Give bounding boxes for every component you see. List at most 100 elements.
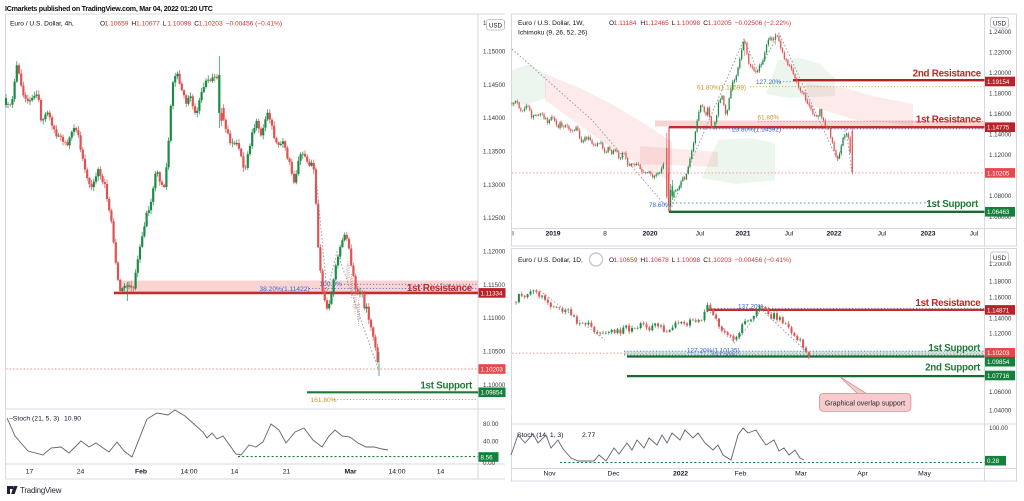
svg-text:1.10203: 1.10203 (987, 350, 1010, 357)
svg-text:1.13000: 1.13000 (483, 182, 506, 189)
svg-text:100.0%: 100.0% (320, 281, 343, 288)
svg-text:1.20000: 1.20000 (989, 261, 1012, 268)
svg-text:−0.00456 (−0.41%): −0.00456 (−0.41%) (226, 21, 282, 28)
svg-text:1.10659: 1.10659 (614, 257, 638, 264)
svg-text:1.10203: 1.10203 (199, 21, 223, 28)
svg-text:O: O (609, 20, 614, 27)
svg-text:O: O (100, 21, 105, 28)
svg-text:14:00: 14:00 (180, 469, 197, 476)
svg-text:161.80%: 161.80% (311, 397, 337, 404)
svg-text:1.20000: 1.20000 (989, 70, 1012, 77)
svg-text:2023: 2023 (920, 231, 935, 238)
svg-text:38.20%(1.11422): 38.20%(1.11422) (260, 286, 310, 293)
svg-text:1.10098: 1.10098 (676, 20, 700, 27)
svg-text:1.14775: 1.14775 (987, 125, 1010, 132)
svg-text:C: C (703, 20, 708, 27)
svg-text:21: 21 (283, 469, 291, 476)
svg-text:1.16000: 1.16000 (989, 111, 1012, 118)
svg-text:1.06463: 1.06463 (987, 209, 1010, 216)
svg-text:C: C (194, 21, 199, 28)
svg-text:127.20%: 127.20% (756, 79, 782, 86)
svg-text:Euro / U.S. Dollar, 4h,: Euro / U.S. Dollar, 4h, (10, 21, 74, 28)
svg-text:C: C (703, 257, 708, 264)
svg-text:1.10205: 1.10205 (987, 170, 1010, 177)
svg-text:1.09854: 1.09854 (987, 359, 1010, 366)
svg-text:1.06000: 1.06000 (989, 214, 1012, 221)
svg-text:1.16000: 1.16000 (989, 295, 1012, 302)
svg-text:1.18000: 1.18000 (989, 90, 1012, 97)
svg-text:1.14871: 1.14871 (987, 307, 1010, 314)
svg-text:2020: 2020 (642, 231, 657, 238)
svg-text:l: l (512, 231, 514, 238)
svg-text:H: H (131, 21, 136, 28)
svg-text:Nov: Nov (543, 471, 556, 478)
svg-text:May: May (918, 471, 931, 478)
svg-text:1st Resistance: 1st Resistance (916, 115, 982, 126)
svg-text:78.60%: 78.60% (649, 202, 671, 209)
svg-text:USD: USD (993, 255, 1007, 262)
svg-text:1.19154: 1.19154 (987, 79, 1010, 86)
svg-text:1.09854: 1.09854 (481, 390, 504, 397)
svg-text:Graphical overlap support: Graphical overlap support (825, 400, 905, 407)
svg-text:2nd Resistance: 2nd Resistance (913, 69, 982, 80)
svg-text:1.24000: 1.24000 (989, 29, 1012, 36)
svg-text:1.06000: 1.06000 (989, 389, 1012, 396)
svg-text:O: O (609, 257, 614, 264)
svg-text:Apr: Apr (857, 471, 868, 478)
svg-text:Stoch (14, 1, 3): Stoch (14, 1, 3) (517, 432, 563, 439)
svg-text:1.12500: 1.12500 (483, 215, 506, 222)
svg-text:1.12465: 1.12465 (645, 20, 669, 27)
svg-text:1.15000: 1.15000 (483, 48, 506, 55)
svg-text:14: 14 (231, 469, 239, 476)
svg-text:1.10203: 1.10203 (708, 257, 732, 264)
svg-text:100.00: 100.00 (989, 425, 1008, 432)
svg-text:14: 14 (437, 469, 445, 476)
svg-text:1.04000: 1.04000 (989, 407, 1012, 414)
svg-text:1.12000: 1.12000 (989, 152, 1012, 159)
svg-text:−0.00456 (−0.41%): −0.00456 (−0.41%) (735, 257, 791, 264)
svg-text:2nd Support: 2nd Support (925, 362, 981, 373)
svg-text:L: L (672, 257, 676, 264)
svg-text:1.10678: 1.10678 (645, 257, 669, 264)
svg-text:24: 24 (77, 469, 85, 476)
svg-text:Mar: Mar (344, 469, 356, 476)
svg-text:127.20%(1.10135): 127.20%(1.10135) (687, 347, 740, 354)
svg-text:1.10677: 1.10677 (136, 21, 160, 28)
svg-text:−0.02506 (−2.22%): −0.02506 (−2.22%) (735, 20, 791, 27)
svg-text:Euro / U.S. Dollar, 1D,: Euro / U.S. Dollar, 1D, (518, 257, 583, 264)
svg-text:1.08000: 1.08000 (989, 193, 1012, 200)
svg-text:ICmarkets published on Trading: ICmarkets published on TradingView.com, … (5, 5, 213, 13)
svg-text:1.10205: 1.10205 (708, 20, 732, 27)
svg-text:1.14000: 1.14000 (989, 131, 1012, 138)
svg-text:1.11334: 1.11334 (481, 290, 503, 297)
svg-text:Jul: Jul (970, 231, 979, 238)
svg-text:Jul: Jul (785, 231, 794, 238)
svg-text:40.00: 40.00 (483, 439, 499, 446)
svg-text:1.11000: 1.11000 (483, 315, 505, 322)
svg-text:1st Support: 1st Support (928, 343, 981, 354)
svg-text:1.10500: 1.10500 (483, 348, 506, 355)
svg-text:1.14500: 1.14500 (483, 82, 506, 89)
svg-text:1.18000: 1.18000 (989, 279, 1012, 286)
svg-text:L: L (672, 20, 676, 27)
svg-text:8.56: 8.56 (481, 454, 494, 461)
svg-text:Ichimoku (9, 26, 52, 26): Ichimoku (9, 26, 52, 26) (518, 30, 587, 37)
svg-text:1.14000: 1.14000 (989, 315, 1012, 322)
svg-text:Mar: Mar (795, 471, 807, 478)
svg-text:61.80%(1.18599): 61.80%(1.18599) (697, 84, 746, 91)
svg-text:1.11500: 1.11500 (483, 282, 505, 289)
svg-text:1.10203: 1.10203 (481, 366, 504, 373)
svg-text:137.20%: 137.20% (738, 303, 764, 310)
svg-text:2019: 2019 (545, 231, 560, 238)
svg-text:Feb: Feb (735, 471, 747, 478)
svg-text:Feb: Feb (135, 469, 147, 476)
svg-text:USD: USD (993, 20, 1007, 27)
svg-text:1.13500: 1.13500 (483, 148, 506, 155)
svg-text:1.10098: 1.10098 (676, 257, 700, 264)
svg-text:Dec: Dec (607, 471, 620, 478)
svg-text:1.10659: 1.10659 (105, 21, 129, 28)
svg-text:1st Resistance: 1st Resistance (915, 298, 981, 309)
svg-text:14:00: 14:00 (388, 469, 405, 476)
svg-text:1.14000: 1.14000 (483, 115, 506, 122)
svg-text:H: H (640, 257, 645, 264)
